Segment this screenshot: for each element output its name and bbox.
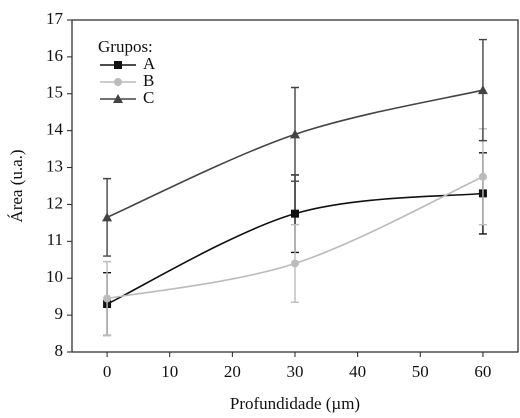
- x-tick-label: 60: [474, 362, 491, 381]
- legend-label: C: [143, 88, 154, 107]
- y-tick-label: 12: [46, 193, 63, 212]
- y-tick-label: 14: [46, 120, 64, 139]
- legend-marker: [114, 61, 122, 69]
- data-point: [102, 212, 113, 222]
- x-axis-label: Profundidade (µm): [230, 394, 360, 413]
- y-tick-label: 9: [55, 304, 64, 323]
- legend-label: B: [143, 71, 154, 90]
- data-point: [291, 259, 299, 268]
- y-tick-label: 11: [47, 230, 63, 249]
- data-point: [477, 85, 488, 95]
- y-tick-label: 17: [46, 9, 64, 28]
- legend-title: Grupos:: [98, 37, 153, 56]
- x-tick-label: 20: [224, 362, 241, 381]
- legend-marker: [114, 78, 122, 86]
- data-point: [478, 172, 487, 181]
- x-tick-label: 40: [349, 362, 366, 381]
- y-tick-label: 8: [55, 341, 64, 360]
- data-point: [103, 294, 112, 303]
- y-tick-label: 13: [46, 156, 63, 175]
- y-tick-label: 16: [46, 46, 63, 65]
- x-tick-label: 30: [287, 362, 304, 381]
- y-tick-label: 15: [46, 83, 63, 102]
- x-tick-label: 10: [161, 362, 178, 381]
- y-tick-label: 10: [46, 267, 63, 286]
- legend-marker: [113, 94, 123, 103]
- x-tick-label: 0: [103, 362, 112, 381]
- legend-label: A: [143, 54, 156, 73]
- data-point: [290, 129, 300, 139]
- y-axis-label: Área (u.a.): [7, 149, 26, 222]
- x-tick-label: 50: [412, 362, 429, 381]
- data-point: [291, 209, 299, 218]
